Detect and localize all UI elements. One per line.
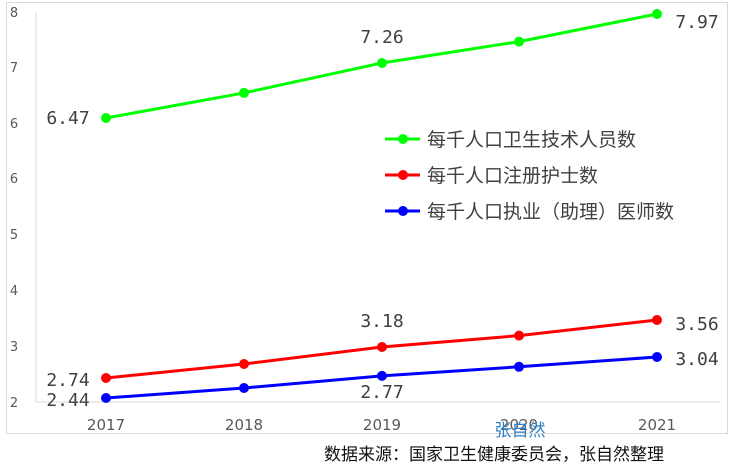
data-point: [652, 315, 662, 325]
data-point: [514, 330, 524, 341]
source-note: 数据来源：国家卫生健康委员会，张自然整理: [324, 445, 664, 465]
legend-marker: [398, 134, 408, 144]
data-point: [377, 370, 387, 381]
legend-label: 每千人口注册护士数: [427, 165, 598, 187]
data-label: 6.47: [46, 108, 89, 129]
axis-layer: 2 3 4 5 6 6 7 8 2017 2018 2019 2020 2021: [10, 6, 720, 434]
y-tick-label: 2: [10, 396, 18, 411]
chart-frame: [6, 2, 728, 434]
data-label: 2.44: [46, 390, 89, 411]
x-tick-label: 2019: [363, 416, 401, 434]
data-label: 2.74: [46, 370, 89, 391]
x-tick-label: 2018: [225, 416, 263, 434]
data-label: 7.97: [675, 12, 718, 33]
data-point: [377, 342, 387, 352]
legend-marker: [398, 170, 408, 180]
legend-label: 每千人口卫生技术人员数: [427, 129, 636, 151]
data-point: [239, 383, 249, 393]
data-point: [514, 36, 524, 47]
data-label: 2.77: [360, 382, 403, 403]
x-tick-label: 2021: [638, 416, 676, 434]
y-tick-label: 6: [10, 117, 18, 132]
data-point: [101, 113, 111, 123]
data-point: [652, 9, 662, 19]
y-tick-label: 7: [10, 61, 18, 76]
data-point: [239, 87, 249, 98]
legend-marker: [398, 206, 408, 216]
x-tick-label: 2017: [87, 416, 125, 434]
label-layer: 6.47 7.26 7.97 2.74 3.18 3.56 2.44 2.77 3.04: [46, 12, 718, 411]
data-point: [239, 359, 249, 369]
series-layer: [101, 9, 662, 403]
y-tick-label: 4: [10, 284, 18, 299]
y-tick-label: 8: [10, 6, 18, 21]
legend-label: 每千人口执业（助理）医师数: [427, 201, 674, 223]
data-point: [377, 58, 387, 68]
data-point: [652, 352, 662, 362]
y-tick-label: 5: [10, 228, 18, 243]
data-label: 3.04: [675, 349, 718, 370]
data-label: 7.26: [360, 27, 403, 48]
data-label: 3.56: [675, 314, 718, 335]
data-label: 3.18: [360, 311, 403, 332]
data-point: [514, 361, 524, 372]
y-tick-label: 3: [10, 340, 18, 355]
data-point: [101, 373, 111, 383]
watermark-text: 张自然: [495, 421, 546, 441]
data-point: [101, 393, 111, 403]
x-tick-label: 2020: [500, 416, 538, 434]
y-tick-label: 6: [10, 172, 18, 187]
